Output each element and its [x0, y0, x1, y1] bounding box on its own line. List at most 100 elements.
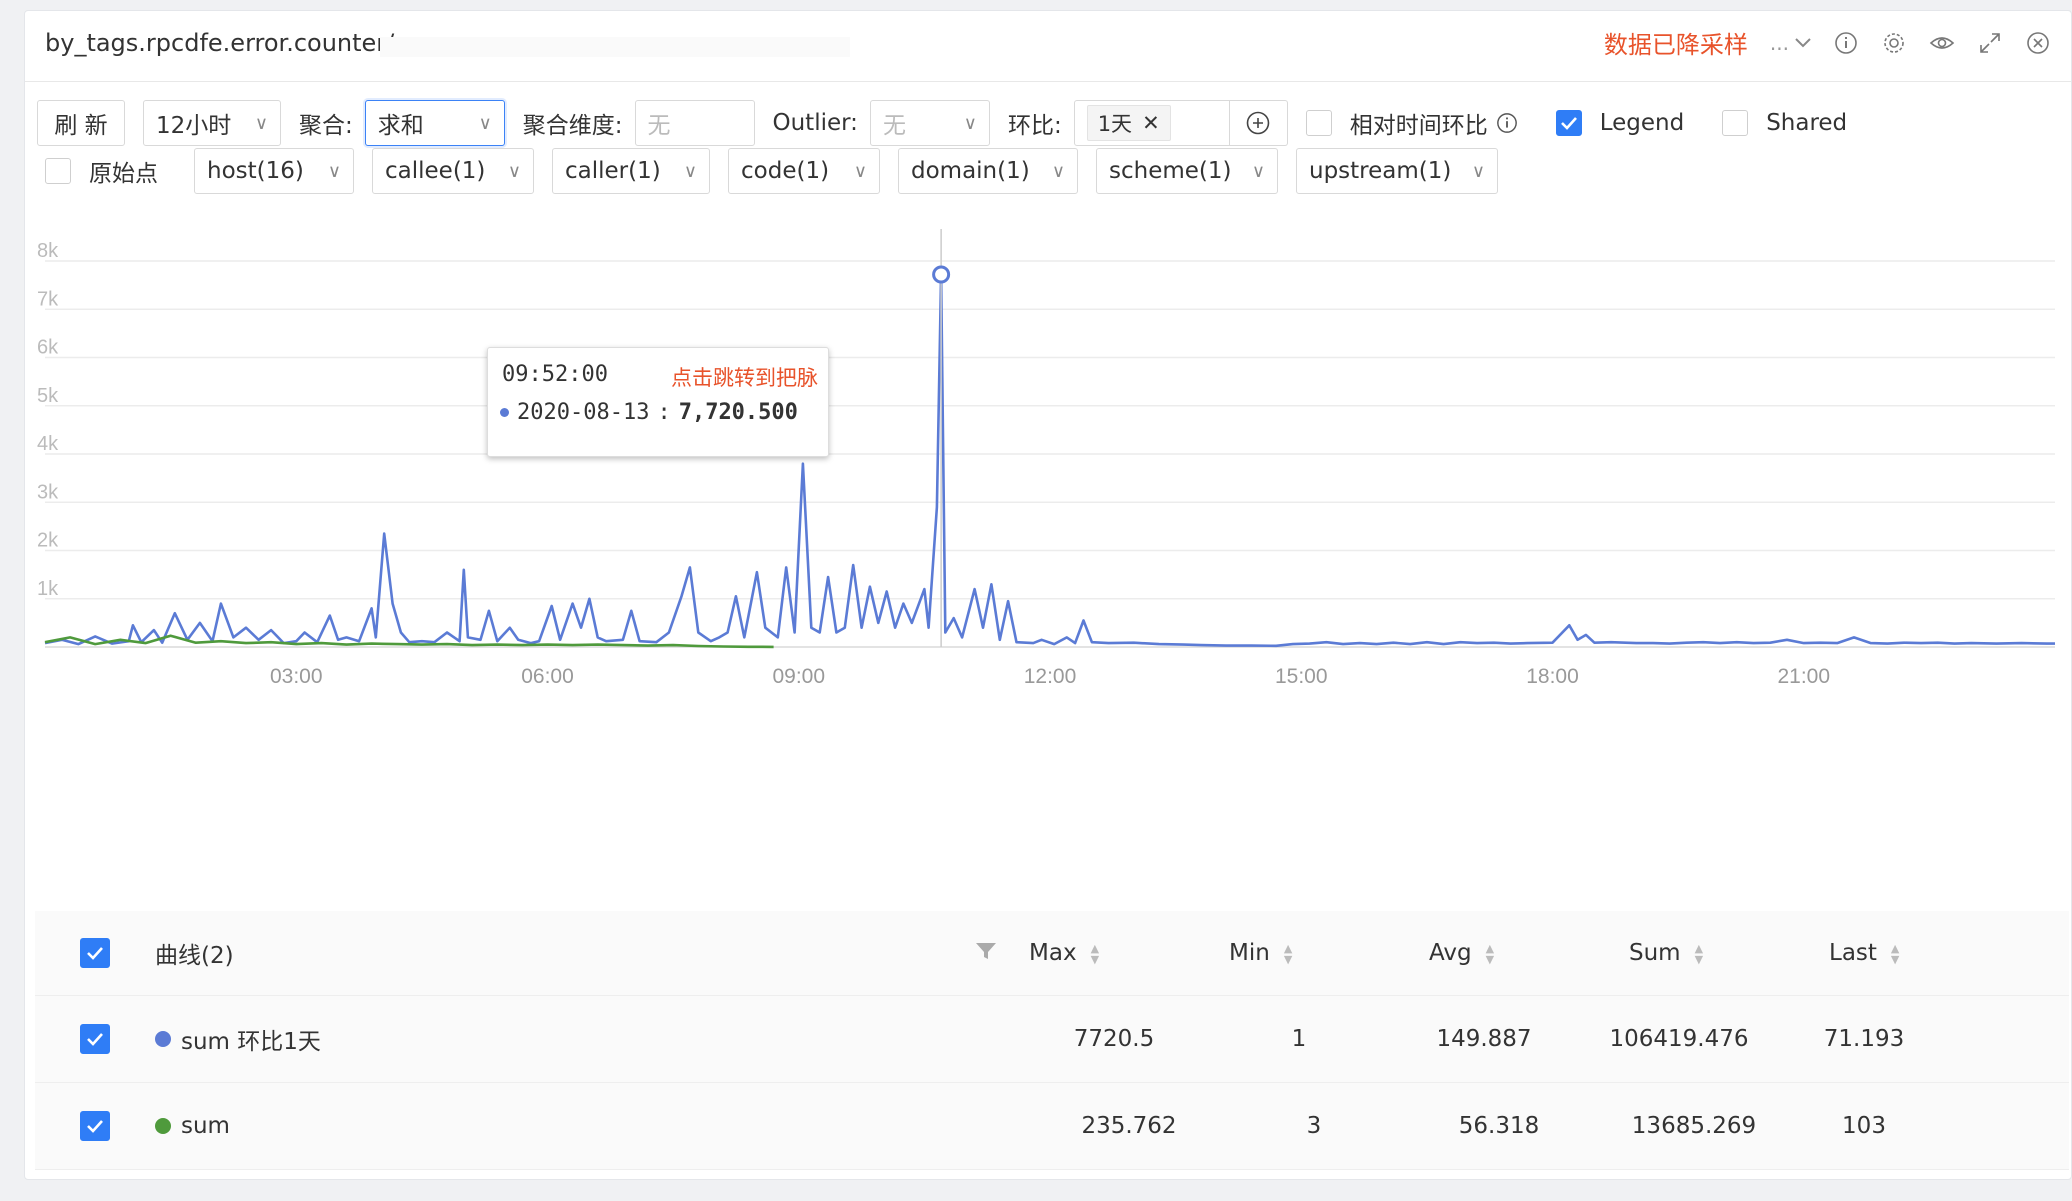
filter-scheme[interactable]: scheme(1) ∨ — [1096, 148, 1278, 194]
chevron-down-icon: ∨ — [1051, 160, 1065, 182]
raw-points-checkbox[interactable] — [45, 158, 71, 184]
row-checkbox-cell — [35, 1024, 155, 1054]
x-tick-label: 06:00 — [521, 665, 574, 688]
compare-tag-label: 1天 — [1097, 112, 1133, 136]
cell-max: 235.762 — [1081, 1113, 1177, 1139]
table-row[interactable]: sum 环比1天 7720.5 1 149.887 106419.476 71.… — [35, 996, 2069, 1083]
series-dot — [500, 408, 509, 417]
header-min[interactable]: Min ▲ ▼ — [1229, 940, 1429, 966]
close-icon[interactable] — [2025, 30, 2051, 56]
filter-upstream[interactable]: upstream(1) ∨ — [1296, 148, 1498, 194]
compare-select[interactable]: 1天 ✕ — [1073, 100, 1230, 146]
x-tick-label: 12:00 — [1024, 665, 1077, 688]
info-icon[interactable] — [1833, 30, 1859, 56]
plus-circle-icon — [1246, 111, 1270, 135]
filter-code[interactable]: code(1) ∨ — [728, 148, 880, 194]
sample-select[interactable]: ... — [1770, 31, 1811, 55]
sample-select-value: ... — [1769, 30, 1789, 55]
chevron-down-icon: ∨ — [1251, 160, 1265, 182]
add-compare-button[interactable] — [1229, 100, 1288, 146]
select-all-checkbox[interactable] — [80, 938, 110, 968]
tooltip-series-row: 2020-08-13 : 7,720.500 — [500, 400, 798, 425]
tooltip-time: 09:52:00 — [502, 362, 608, 387]
filter-caller[interactable]: caller(1) ∨ — [552, 148, 710, 194]
header-min-label: Min — [1229, 940, 1270, 966]
x-tick-label: 21:00 — [1777, 665, 1830, 688]
cell-max: 7720.5 — [1073, 1026, 1155, 1052]
sort-icon: ▲ ▼ — [1694, 941, 1704, 966]
tooltip-jump-link[interactable]: 点击跳转到把脉 — [671, 366, 818, 390]
chevron-down-icon: ∨ — [853, 160, 867, 182]
series-name-cell: sum 环比1天 — [155, 1022, 1029, 1056]
chevron-down-icon: ∨ — [478, 112, 492, 134]
outlier-value: 无 — [882, 113, 906, 139]
y-tick-label: 6k — [37, 337, 59, 359]
cell-min: 1 — [1291, 1026, 1307, 1052]
highlight-marker — [932, 265, 951, 284]
eye-icon[interactable] — [1929, 30, 1955, 56]
title-redaction — [380, 37, 850, 57]
shared-checkbox[interactable] — [1722, 110, 1749, 136]
chevron-down-icon: ∨ — [1471, 160, 1485, 182]
sampled-label: 数据已降采样 — [1603, 31, 1748, 59]
agg-dim-input[interactable]: 无 — [634, 100, 755, 146]
table-row[interactable]: sum 235.762 3 56.318 13685.269 103 — [35, 1083, 2069, 1170]
refresh-button[interactable]: 刷 新 — [37, 100, 125, 146]
chart-panel: by_tags.rpcdfe.error.counter/ 数据已降采样 ... — [24, 10, 2072, 1180]
select-all-cell — [35, 938, 155, 968]
header-sum-label: Sum — [1629, 940, 1681, 966]
sort-icon: ▲ ▼ — [1890, 941, 1900, 966]
agg-label: 聚合: — [299, 113, 353, 139]
line-chart[interactable]: 1k 2k 3k 4k 5k 6k 7k 8k 03:00 06:00 09:00 12:00 15:0… — [35, 221, 2065, 901]
filter-label: upstream(1) — [1309, 158, 1452, 184]
chevron-down-icon: ∨ — [963, 112, 977, 134]
agg-value: 求和 — [377, 113, 424, 139]
time-range-value: 12小时 — [156, 113, 232, 139]
panel-title: by_tags.rpcdfe.error.counter/ — [45, 29, 395, 57]
series-color-dot — [155, 1031, 171, 1047]
sort-icon: ▲ ▼ — [1283, 941, 1293, 966]
header-max[interactable]: Max ▲ ▼ — [1029, 940, 1229, 966]
info-icon[interactable] — [1496, 112, 1518, 134]
header-avg[interactable]: Avg ▲ ▼ — [1429, 940, 1629, 966]
x-tick-label: 09:00 — [772, 665, 825, 688]
header-last[interactable]: Last ▲ ▼ — [1829, 940, 2009, 966]
cell-avg: 56.318 — [1458, 1113, 1540, 1139]
tag-close-icon[interactable]: ✕ — [1142, 111, 1160, 135]
filter-domain[interactable]: domain(1) ∨ — [898, 148, 1078, 194]
series-line-sum — [44, 634, 774, 649]
relative-compare-checkbox[interactable] — [1305, 110, 1332, 136]
header-avg-label: Avg — [1429, 940, 1472, 966]
series-line-compare — [44, 273, 2055, 648]
y-tick-label: 2k — [37, 530, 59, 552]
series-name: sum — [181, 1113, 230, 1139]
filter-callee[interactable]: callee(1) ∨ — [372, 148, 534, 194]
x-tick-label: 03:00 — [270, 665, 323, 688]
cell-sum: 13685.269 — [1631, 1113, 1757, 1139]
compare-label: 环比: — [1007, 113, 1062, 139]
header-last-label: Last — [1829, 940, 1877, 966]
time-range-select[interactable]: 12小时 ∨ — [143, 100, 281, 146]
row-checkbox[interactable] — [80, 1024, 110, 1054]
header-sum[interactable]: Sum ▲ ▼ — [1629, 940, 1829, 966]
toolbar-row-1: 刷 新 12小时 ∨ 聚合: 求和 ∨ 聚合维度: 无 Outlier: 无 ∨… — [37, 97, 2061, 149]
outlier-select[interactable]: 无 ∨ — [869, 100, 990, 146]
expand-icon[interactable] — [1977, 30, 2003, 56]
chart-tooltip: 09:52:00 点击跳转到把脉 2020-08-13 : 7,720.500 — [487, 347, 829, 457]
filter-label: caller(1) — [565, 158, 661, 184]
tooltip-separator: : — [657, 400, 671, 425]
filter-host[interactable]: host(16) ∨ — [194, 148, 354, 194]
page-bottom-bar — [24, 1182, 2072, 1201]
filter-label: scheme(1) — [1109, 158, 1232, 184]
legend-checkbox[interactable] — [1555, 110, 1582, 136]
y-tick-label: 5k — [37, 385, 59, 407]
filter-icon[interactable] — [975, 941, 1029, 965]
chevron-down-icon: ∨ — [683, 160, 697, 182]
compare-tag: 1天 ✕ — [1086, 105, 1171, 141]
chevron-down-icon: ∨ — [254, 112, 268, 134]
tooltip-series-label: 2020-08-13 — [517, 400, 650, 425]
gear-icon[interactable] — [1881, 30, 1907, 56]
row-checkbox[interactable] — [80, 1111, 110, 1141]
filter-label: code(1) — [741, 158, 830, 184]
agg-select[interactable]: 求和 ∨ — [364, 100, 505, 146]
